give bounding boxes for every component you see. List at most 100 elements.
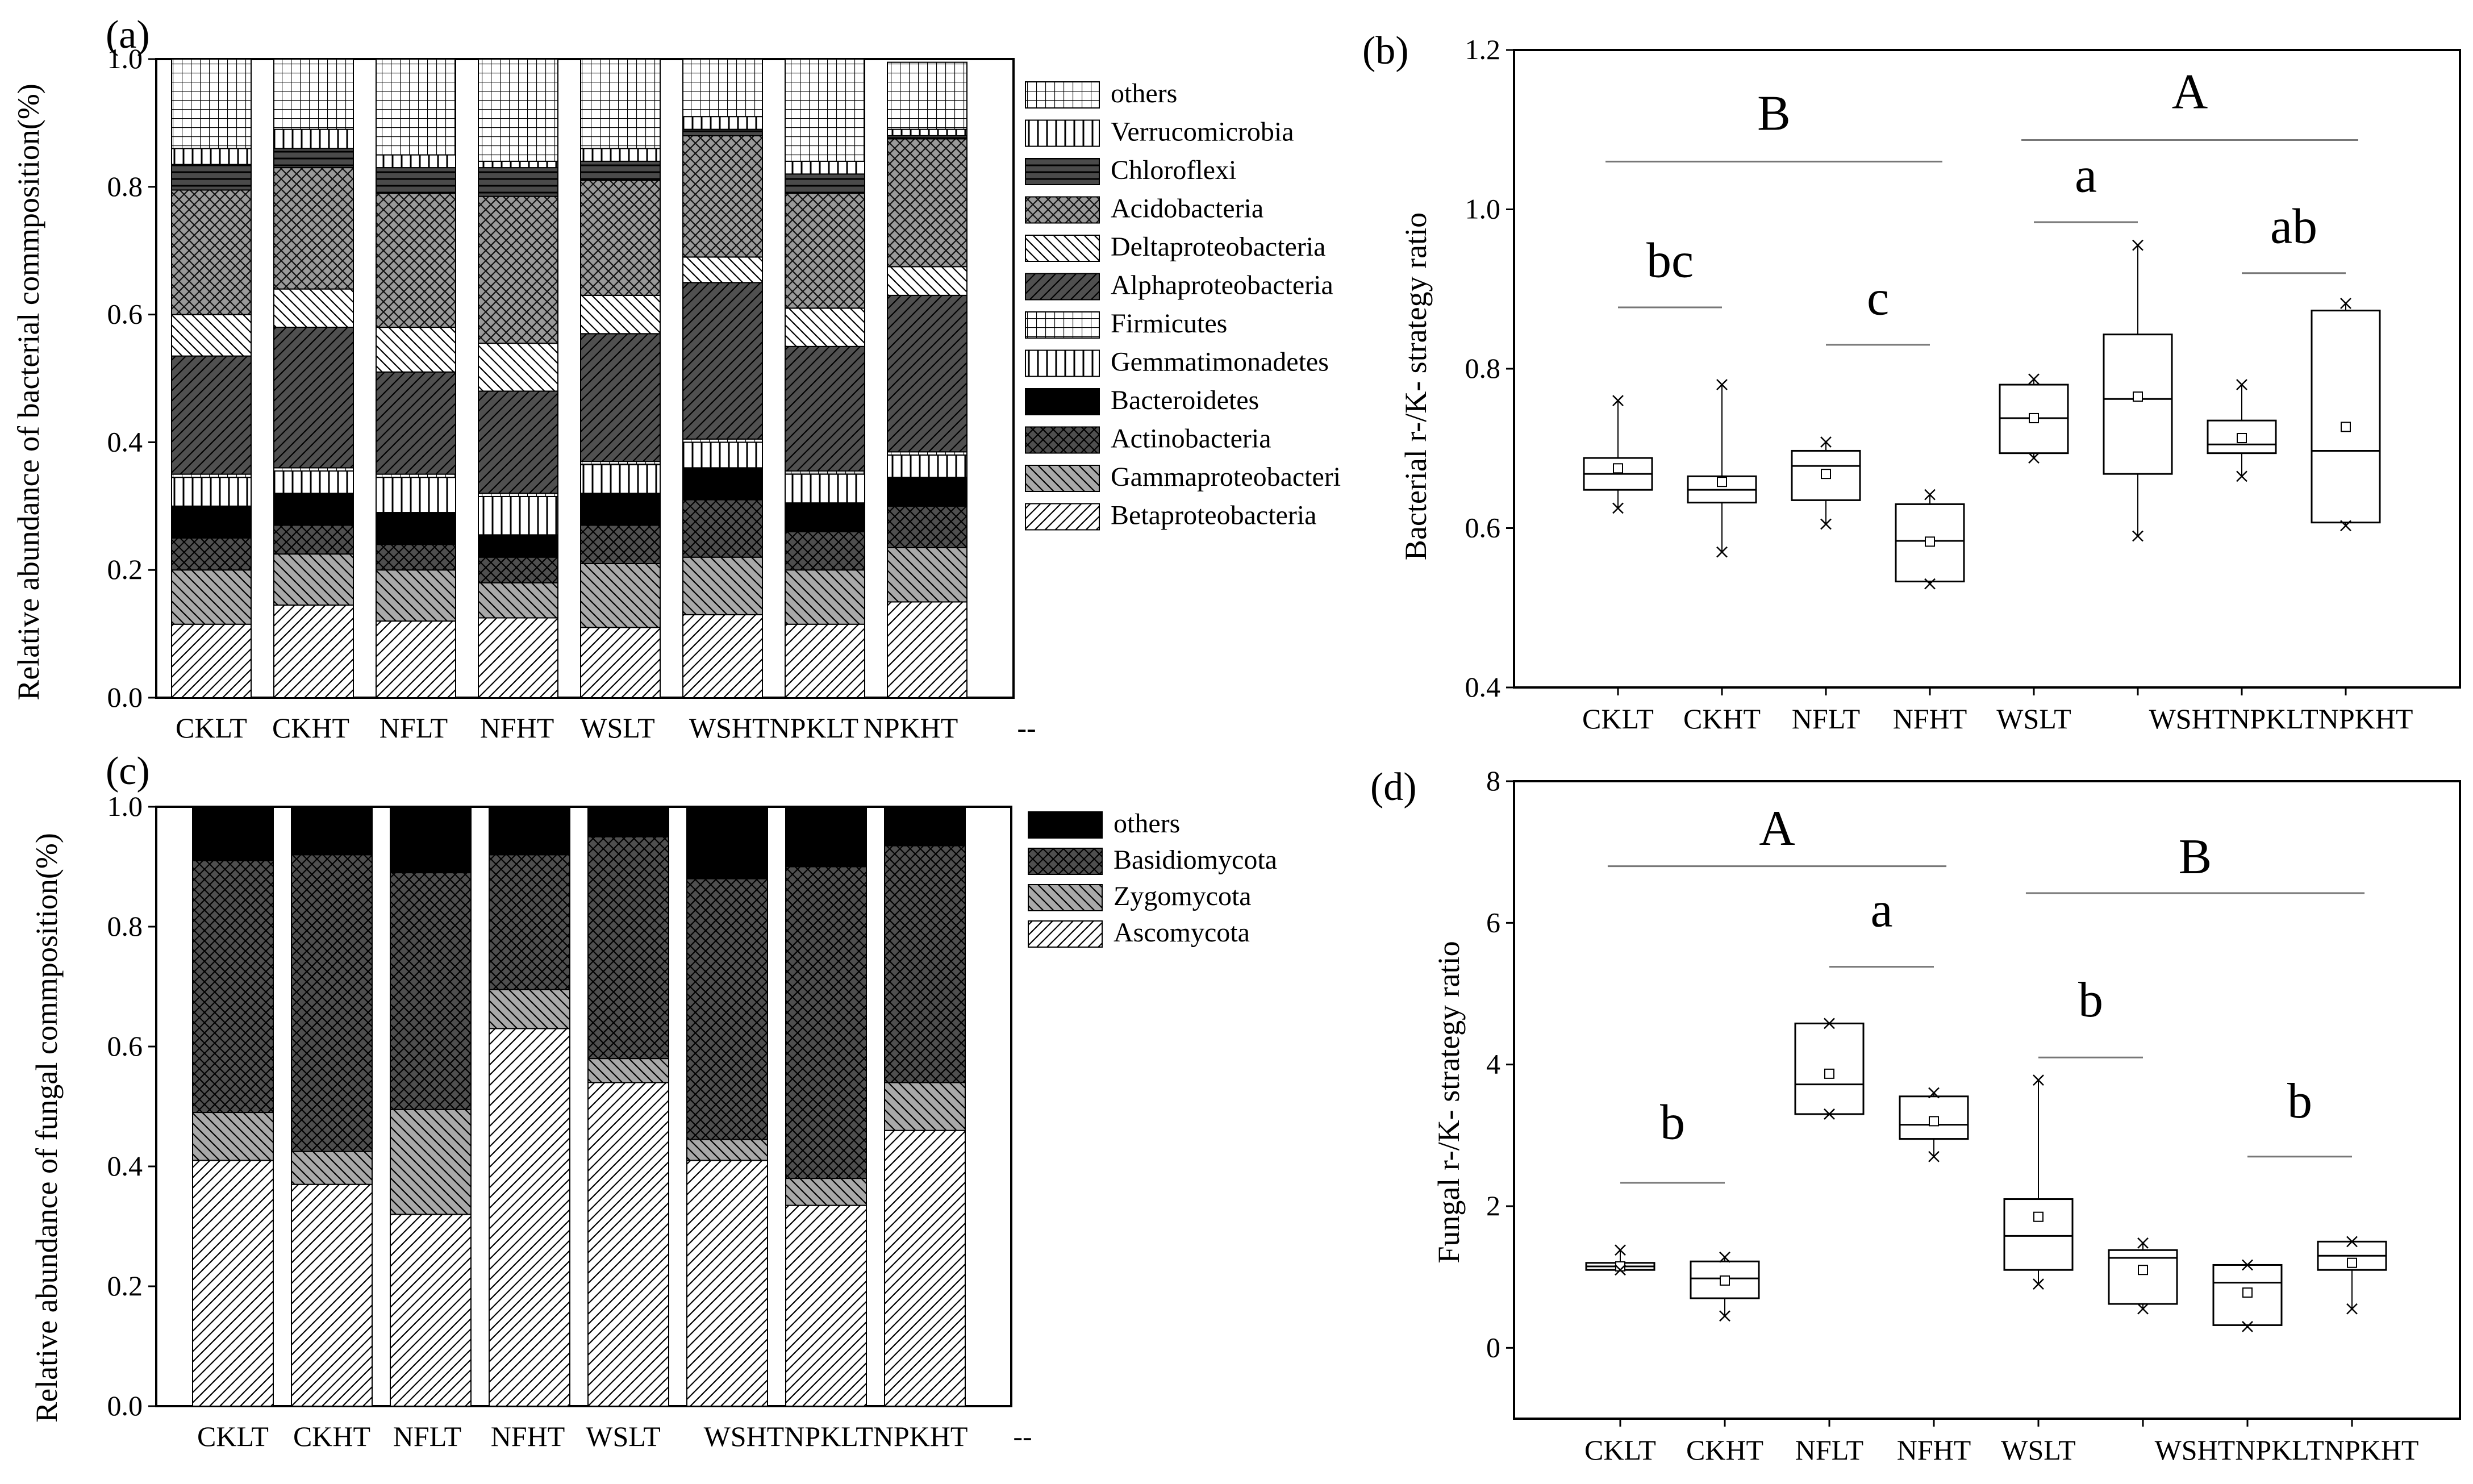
x-tick-label: CKLT (1582, 703, 1654, 735)
legend-label: Verrucomicrobia (1111, 117, 1294, 147)
bar-segment (273, 327, 354, 469)
x-tick-label: NFHT (1897, 1434, 1971, 1466)
x-tick-label: WSHTNPKLTNPKHT (704, 1420, 968, 1452)
bar-segment (273, 524, 354, 555)
legend-swatch (1025, 273, 1100, 301)
bar-segment (887, 128, 967, 136)
extreme-marker (2236, 470, 2247, 482)
y-axis-title-a: Relative abundance of bacterial commposi… (11, 84, 45, 701)
pair-sig-letter: ab (2270, 199, 2317, 254)
bar-segment (376, 154, 456, 169)
bar-segment (478, 556, 558, 583)
panel-b-bacterial-ratio: (b) Bacterial r-/K- strategy ratio 0.40.… (1362, 29, 2461, 735)
box (2311, 310, 2381, 524)
extreme-marker (1820, 436, 1832, 448)
bar-segment (273, 148, 354, 169)
panel-label-c: (c) (106, 749, 150, 793)
bar-segment (376, 477, 456, 514)
extreme-marker (1615, 1244, 1626, 1256)
bar-segment (376, 327, 456, 373)
bar-segment (478, 534, 558, 558)
bar-segment (478, 343, 558, 392)
plot-area-d: 0 2 4 6 8 CKLT CKHT NFLT NFHT WSLT WSHTNPKLTNPKHT A… (1486, 765, 2461, 1466)
y-axis-title-c: Relative abundance of fungal commpositio… (30, 833, 64, 1423)
box (2212, 1264, 2283, 1326)
bar-segment (587, 836, 669, 1060)
pair-sig-letter: b (1660, 1095, 1685, 1150)
bar-segment (376, 193, 456, 328)
mean-marker (1929, 1116, 1939, 1127)
bar-segment (273, 470, 354, 494)
bar-segment (171, 164, 252, 191)
bar-segment (884, 845, 966, 1083)
bar-segment (682, 128, 763, 136)
bar-segment (887, 294, 967, 453)
bar-segment (785, 307, 865, 347)
plot-frame (1513, 780, 2461, 1420)
mean-marker (1613, 463, 1623, 474)
extreme-marker (2346, 1303, 2358, 1315)
legend-label: others (1114, 808, 1180, 839)
bar-segment (192, 1160, 274, 1407)
mean-marker (1717, 477, 1727, 487)
extreme-marker (1716, 379, 1728, 390)
bar-segment (580, 627, 661, 698)
bar-segment (291, 1183, 373, 1407)
bar-segment (171, 314, 252, 357)
y-tick-label: 0.6 (107, 298, 143, 330)
bar-segment (171, 537, 252, 571)
x-tick-label: NFLT (1795, 1434, 1863, 1466)
y-tick-label: 0.2 (107, 1270, 143, 1302)
legend-label: Betaproteobacteria (1111, 501, 1316, 531)
extreme-marker (1612, 395, 1624, 406)
panel-d-fungal-ratio: (d) Fungal r-/K- strategy ratio 0 2 4 6 8 CKL… (1370, 765, 2461, 1466)
bar-segment (390, 806, 472, 874)
bar-segment (376, 544, 456, 571)
bar-segment (580, 294, 661, 335)
bar-segment (390, 872, 472, 1110)
panel-label-a: (a) (106, 13, 150, 57)
box (2207, 419, 2277, 455)
x-tick-label: WSHTNPKLTNPKHT (2155, 1434, 2419, 1466)
y-tick-label: 6 (1486, 906, 1500, 938)
bar-segment (887, 454, 967, 478)
y-tick-label: 1.0 (107, 43, 143, 74)
bar-segment (682, 135, 763, 258)
bar-segment (887, 547, 967, 603)
bar-segment (478, 59, 558, 162)
mean-marker (2237, 433, 2247, 444)
x-tick-label: WSHTNPKLTNPKHT (2149, 703, 2413, 735)
bar-segment (291, 806, 373, 856)
x-tick-label: NFHT (1893, 703, 1967, 735)
bar-segment (682, 467, 763, 501)
bar-segment (580, 464, 661, 494)
extreme-marker (1928, 1087, 1940, 1099)
bar-segment (785, 345, 865, 472)
extreme-marker (2137, 1303, 2149, 1315)
bar-segment (171, 59, 252, 149)
bar-segment (785, 502, 865, 532)
legend-swatch (1028, 811, 1103, 839)
extreme-marker (2028, 373, 2040, 385)
mean-marker (2347, 1257, 2357, 1268)
pair-sig-letter: a (1870, 883, 1892, 938)
box (2108, 1249, 2178, 1305)
legend-swatch (1025, 465, 1100, 492)
x-tick-label: NFHT (480, 712, 554, 744)
bar-segment (686, 1160, 768, 1407)
panel-a-bacterial-composition: (a) Relative abundance of bacterial comm… (11, 13, 1341, 744)
extreme-marker (1928, 1150, 1940, 1162)
bar-segment (273, 128, 354, 149)
x-tick-label: -- (1017, 712, 1036, 744)
legend-swatch (1025, 349, 1100, 377)
x-tick-label: NFLT (380, 712, 448, 744)
legend-swatch (1025, 158, 1100, 185)
y-tick-label: 0.8 (107, 910, 143, 942)
x-tick-label: WSLT (586, 1420, 661, 1452)
bar-segment (682, 556, 763, 615)
pair-sig-letter: b (2078, 973, 2103, 1028)
bar-segment (478, 390, 558, 494)
bar-segment (785, 473, 865, 504)
extreme-marker (2033, 1074, 2044, 1086)
bar-segment (580, 148, 661, 162)
